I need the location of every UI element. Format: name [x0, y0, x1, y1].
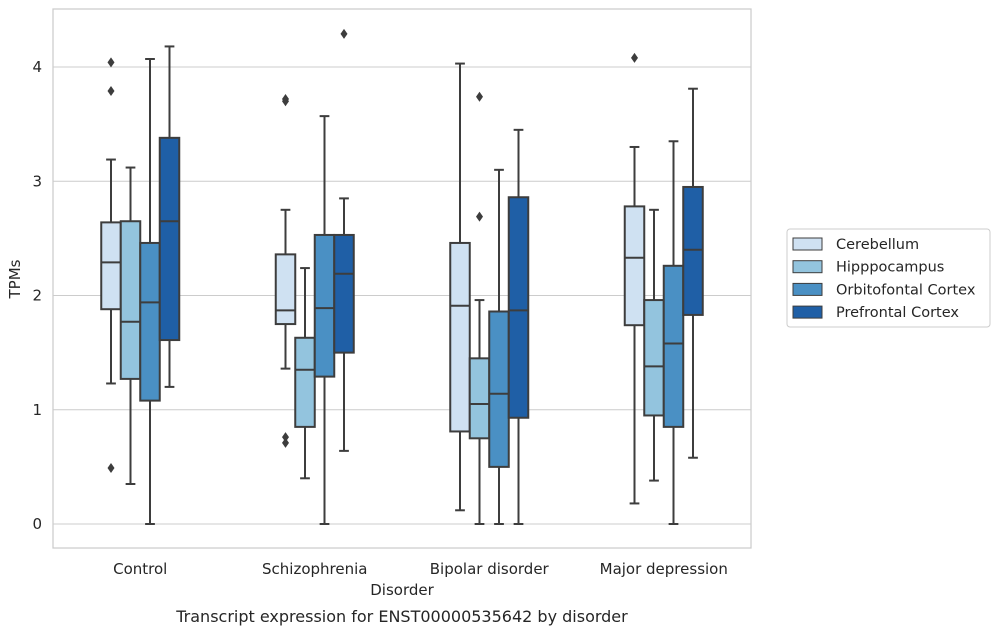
series-orbitofontal-cortex	[139, 58, 685, 525]
box-iqr	[333, 233, 355, 354]
box-element	[294, 267, 316, 480]
outlier-point	[107, 463, 115, 474]
box-iqr	[662, 264, 685, 428]
legend-label: Cerebellum	[836, 237, 919, 253]
outlier-point	[282, 96, 289, 107]
box-iqr	[313, 233, 336, 378]
box-iqr	[682, 185, 704, 316]
outlier-point	[476, 91, 483, 102]
plot-frame	[52, 8, 752, 549]
box-iqr	[623, 205, 646, 327]
legend-swatch	[792, 260, 823, 274]
box-groups	[100, 28, 704, 525]
legend-item: Cerebellum	[792, 237, 919, 253]
y-axis-title: TPMs	[6, 259, 24, 299]
y-tick-label: 1	[32, 401, 42, 419]
y-tick-label: 3	[32, 172, 42, 190]
box-element	[468, 91, 491, 525]
x-tick-label: Major depression	[600, 560, 728, 578]
box-iqr	[274, 253, 297, 326]
box-iqr	[158, 136, 181, 342]
outlier-point	[631, 52, 638, 63]
legend-item: Prefrontal Cortex	[792, 305, 959, 321]
series-prefrontal-cortex	[158, 28, 704, 525]
x-tick-label: Control	[113, 560, 167, 578]
box-iqr	[139, 241, 161, 402]
legend-item: Orbitofontal Cortex	[792, 282, 976, 298]
box-iqr	[294, 336, 316, 428]
legend-swatch	[792, 305, 823, 319]
box-element	[643, 208, 665, 482]
box-element	[662, 140, 685, 525]
box-iqr	[507, 196, 530, 419]
box-iqr	[100, 221, 122, 311]
box-element	[333, 28, 355, 452]
box-element	[274, 93, 297, 448]
outlier-point	[282, 432, 289, 443]
box-element	[158, 45, 181, 388]
legend-label: Orbitofontal Cortex	[836, 282, 976, 298]
legend-label: Prefrontal Cortex	[836, 305, 959, 321]
box-iqr	[119, 220, 142, 380]
outlier-point	[107, 57, 115, 68]
box-iqr	[449, 241, 471, 433]
y-tick-label: 4	[32, 58, 42, 76]
outlier-point	[340, 28, 348, 39]
x-tick-label: Schizophrenia	[262, 560, 367, 578]
legend: Cerebellum Hipppocampus Orbitofontal Corte…	[786, 228, 991, 328]
box-iqr	[488, 310, 510, 468]
box-element	[507, 128, 530, 525]
box-iqr	[468, 357, 491, 440]
legend-swatch	[792, 282, 823, 296]
legend-item: Hipppocampus	[792, 260, 944, 276]
outlier-point	[476, 211, 483, 222]
box-element	[313, 115, 336, 525]
outlier-point	[107, 85, 115, 96]
outlier-point	[282, 437, 289, 448]
box-element	[119, 166, 142, 486]
legend-swatch	[792, 237, 823, 251]
chart-caption: Transcript expression for ENST0000053564…	[175, 607, 628, 626]
x-tick-label: Bipolar disorder	[430, 560, 550, 578]
box-element	[449, 62, 471, 512]
box-iqr	[643, 299, 665, 417]
series-hipppocampus	[119, 91, 665, 525]
legend-frame	[786, 228, 991, 328]
box-element	[139, 58, 161, 525]
legend-label: Hipppocampus	[836, 260, 944, 276]
x-tick-labels: Control Schizophrenia Bipolar disorder Majo…	[113, 560, 728, 578]
box-element	[488, 168, 510, 525]
y-tick-label: 2	[32, 287, 42, 305]
series-cerebellum	[100, 52, 646, 512]
box-element	[100, 57, 122, 474]
y-tick-labels: 0 1 2 3 4	[32, 58, 42, 533]
y-tick-label: 0	[32, 515, 42, 533]
box-element	[623, 52, 646, 505]
x-axis-title: Disorder	[370, 581, 434, 599]
box-element	[682, 87, 704, 459]
